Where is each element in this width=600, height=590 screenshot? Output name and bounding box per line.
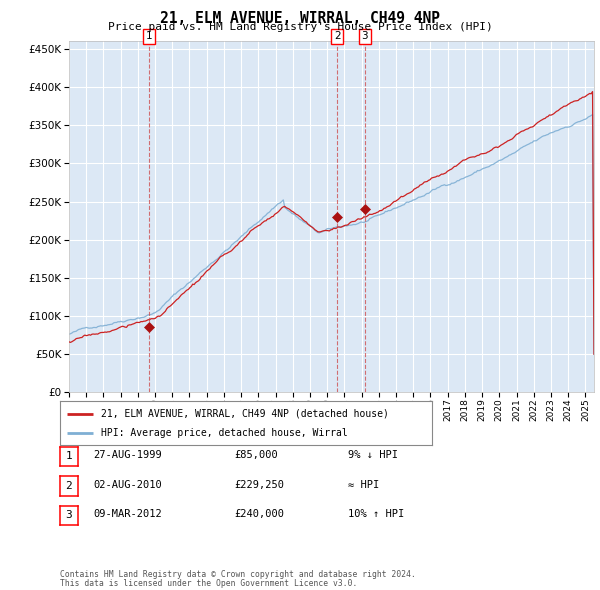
Text: 3: 3 — [362, 31, 368, 41]
Text: 21, ELM AVENUE, WIRRAL, CH49 4NP: 21, ELM AVENUE, WIRRAL, CH49 4NP — [160, 11, 440, 25]
Text: £85,000: £85,000 — [234, 451, 278, 460]
Text: 2: 2 — [65, 481, 73, 491]
Text: 3: 3 — [65, 510, 73, 520]
Text: 1: 1 — [65, 451, 73, 461]
Text: 27-AUG-1999: 27-AUG-1999 — [93, 451, 162, 460]
Text: 2: 2 — [334, 31, 340, 41]
Text: 21, ELM AVENUE, WIRRAL, CH49 4NP (detached house): 21, ELM AVENUE, WIRRAL, CH49 4NP (detach… — [101, 409, 389, 418]
Text: 10% ↑ HPI: 10% ↑ HPI — [348, 510, 404, 519]
Text: This data is licensed under the Open Government Licence v3.0.: This data is licensed under the Open Gov… — [60, 579, 358, 588]
Text: £240,000: £240,000 — [234, 510, 284, 519]
Text: 02-AUG-2010: 02-AUG-2010 — [93, 480, 162, 490]
Text: 09-MAR-2012: 09-MAR-2012 — [93, 510, 162, 519]
Text: ≈ HPI: ≈ HPI — [348, 480, 379, 490]
Text: HPI: Average price, detached house, Wirral: HPI: Average price, detached house, Wirr… — [101, 428, 347, 438]
Text: Price paid vs. HM Land Registry's House Price Index (HPI): Price paid vs. HM Land Registry's House … — [107, 22, 493, 32]
Text: Contains HM Land Registry data © Crown copyright and database right 2024.: Contains HM Land Registry data © Crown c… — [60, 570, 416, 579]
Text: £229,250: £229,250 — [234, 480, 284, 490]
Text: 1: 1 — [146, 31, 152, 41]
Text: 9% ↓ HPI: 9% ↓ HPI — [348, 451, 398, 460]
